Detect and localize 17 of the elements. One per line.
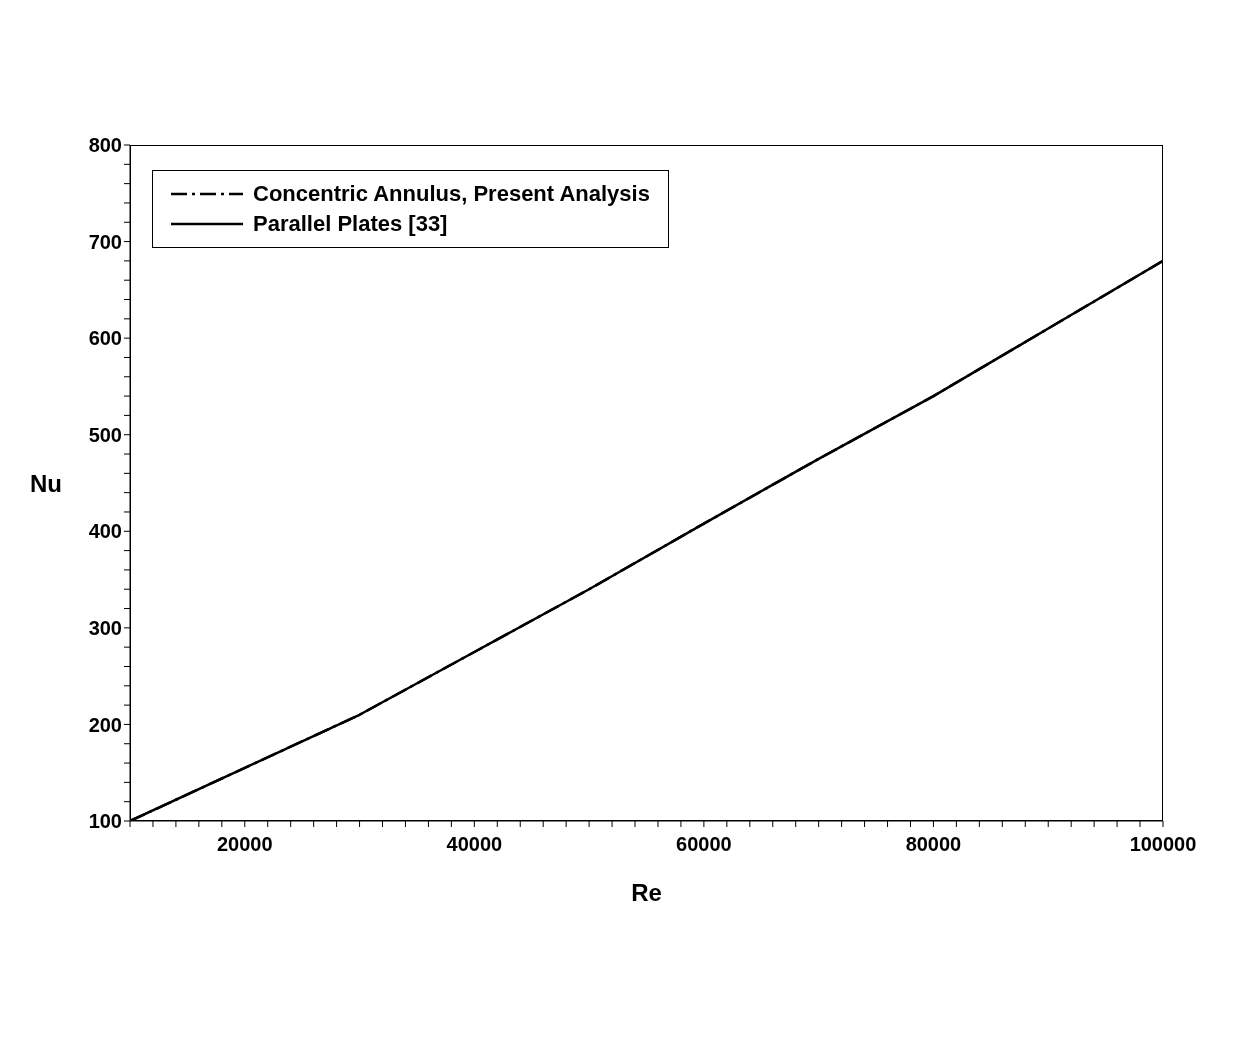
y-tick-label: 500 — [88, 423, 122, 446]
y-tick-label: 300 — [88, 616, 122, 639]
legend-label: Parallel Plates [33] — [253, 211, 448, 237]
x-tick-label: 40000 — [446, 833, 503, 856]
x-tick-label: 80000 — [905, 833, 962, 856]
y-axis-title: Nu — [30, 469, 62, 497]
y-tick-label: 700 — [88, 230, 122, 253]
y-tick-label: 100 — [88, 810, 122, 833]
x-tick-label: 60000 — [676, 833, 732, 856]
x-axis-title: Re — [631, 879, 662, 906]
y-tick-label: 400 — [88, 520, 122, 543]
y-tick-label: 600 — [88, 327, 122, 350]
x-tick-label: 100000 — [1129, 833, 1197, 856]
legend-label: Concentric Annulus, Present Analysis — [253, 181, 650, 207]
y-tick-label: 200 — [88, 713, 122, 736]
y-tick-label: 800 — [88, 134, 122, 157]
x-tick-label: 20000 — [216, 833, 273, 856]
